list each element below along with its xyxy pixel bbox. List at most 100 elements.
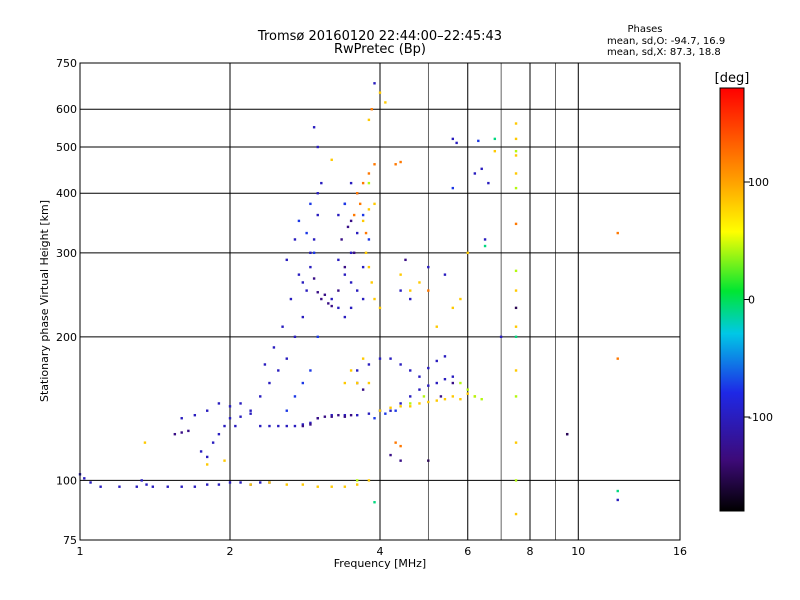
y-axis-label: Stationary phase Virtual Height [km] (38, 200, 51, 402)
echo-point (389, 409, 392, 412)
echo-point (399, 289, 402, 292)
echo-point (309, 202, 312, 206)
x-axis-ticks: 1 2 4 6 8 10 16 (77, 545, 688, 558)
echo-point (418, 388, 421, 391)
echo-point (343, 273, 347, 276)
echo-point (409, 297, 412, 301)
echo-point (373, 163, 376, 166)
echo-point (370, 281, 373, 284)
echo-point (301, 315, 305, 319)
echo-point (343, 265, 347, 269)
echo-point (451, 375, 455, 378)
echo-point (409, 395, 412, 398)
echo-point (83, 477, 86, 480)
echo-point (118, 485, 121, 488)
echo-point (293, 238, 297, 241)
echo-point (378, 409, 382, 412)
echo-point (352, 251, 356, 255)
echo-point (514, 395, 518, 398)
echo-point (312, 251, 316, 255)
echo-point (355, 381, 359, 385)
echo-point (514, 154, 518, 157)
echo-point (337, 213, 340, 217)
echo-point (272, 346, 276, 349)
echo-point (228, 405, 232, 408)
echo-point (459, 381, 462, 385)
echo-point (305, 289, 308, 292)
echo-point (358, 202, 362, 206)
echo-point (514, 479, 518, 482)
echo-point (289, 297, 293, 301)
echo-point (361, 213, 365, 217)
echo-point (316, 192, 319, 195)
echo-point (409, 402, 412, 405)
echo-point (514, 441, 518, 444)
echo-point (480, 167, 483, 171)
echo-point (316, 145, 319, 149)
echo-point (514, 122, 518, 125)
echo-point (239, 415, 242, 418)
echo-point (355, 483, 359, 486)
echo-point (309, 369, 312, 372)
echo-point (239, 481, 242, 484)
echo-point (355, 192, 359, 195)
colorbar-ticks: -100 0 100 (744, 176, 773, 424)
echo-point (355, 289, 359, 292)
echo-point (367, 265, 371, 269)
echo-point (459, 297, 462, 301)
echo-point (135, 485, 138, 488)
echo-point (451, 306, 455, 310)
echo-point (514, 149, 518, 153)
echo-point (249, 409, 252, 412)
x-tick-label: 6 (464, 545, 471, 558)
x-tick-label: 2 (227, 545, 234, 558)
echo-point (305, 231, 308, 235)
echo-point (409, 289, 412, 292)
echo-point (301, 423, 305, 426)
echo-point (312, 277, 316, 280)
colorbar-label: [deg] (715, 71, 750, 86)
echo-point (297, 219, 301, 223)
colorbar-tick-label: 100 (748, 176, 769, 189)
echo-point (399, 405, 402, 408)
echo-point (343, 413, 347, 417)
x-axis-label: Frequency [MHz] (334, 557, 426, 570)
echo-point (367, 208, 371, 211)
echo-point (418, 281, 421, 284)
echo-point (323, 293, 327, 296)
echo-point (367, 181, 371, 185)
echo-point (301, 483, 305, 486)
echo-point (316, 417, 319, 420)
echo-point (309, 265, 312, 269)
echo-point (435, 325, 438, 328)
echo-point (316, 485, 319, 488)
echo-point (394, 163, 397, 166)
echo-point (140, 479, 143, 482)
echo-point (493, 137, 497, 141)
echo-point (367, 363, 371, 366)
echo-point (361, 388, 365, 391)
echo-point (427, 384, 430, 387)
plot-frame (79, 62, 681, 541)
echo-point (343, 381, 347, 385)
echo-point (616, 357, 619, 360)
echo-point (514, 335, 518, 339)
echo-point (373, 82, 376, 85)
echo-point (473, 395, 477, 398)
echo-point (99, 485, 102, 488)
echo-point (330, 413, 333, 417)
echo-point (514, 325, 518, 328)
echo-point (330, 304, 333, 308)
echo-point (399, 459, 402, 462)
echo-point (514, 306, 518, 310)
echo-point (349, 281, 353, 284)
echo-point (268, 424, 271, 428)
y-tick-label: 75 (63, 534, 77, 547)
echo-point (89, 481, 92, 484)
echo-point (349, 181, 353, 185)
echo-point (337, 289, 340, 292)
echo-point (399, 402, 402, 405)
echo-point (180, 431, 183, 434)
echo-point (281, 325, 284, 328)
echo-point (316, 291, 319, 294)
